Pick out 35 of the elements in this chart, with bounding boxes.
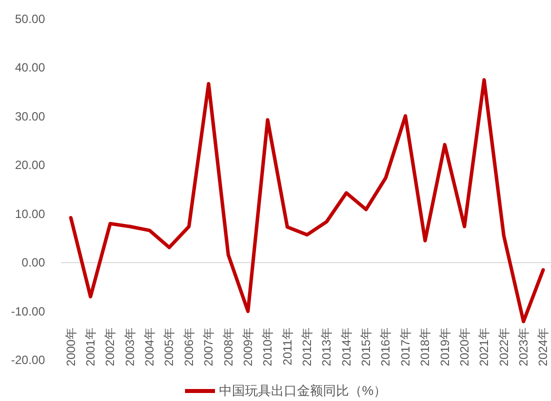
x-tick-label: 2000年 [64,328,78,366]
y-tick-label: 30.00 [14,109,46,124]
x-tick-label: 2006年 [182,328,196,366]
x-tick-label: 2016年 [378,328,393,366]
x-tick-label: 2008年 [221,328,236,366]
x-tick-label: 2001年 [84,328,98,366]
x-tick-label: 2020年 [457,328,472,366]
line-series [69,78,545,324]
x-tick-label: 2019年 [438,328,452,366]
x-tick-label: 2023年 [516,328,530,366]
x-tick-label: 2015年 [359,328,374,366]
x-tick-label: 2014年 [339,328,354,366]
x-tick-label: 2010年 [260,328,275,366]
y-tick-label: -10.00 [10,304,46,318]
x-tick-label: 2012年 [300,328,314,366]
y-tick-label: 20.00 [14,158,46,172]
x-tick-label: 2017年 [398,328,412,366]
legend-label: 中国玩具出口金额同比（%） [219,383,387,398]
x-tick-label: 2007年 [202,328,216,366]
x-tick-label: 2021年 [477,328,492,366]
y-tick-label: 0.00 [22,256,46,270]
x-tick-label: 2003年 [122,328,137,366]
x-tick-label: 2024年 [536,328,550,366]
x-tick-label: 2009年 [240,328,255,366]
x-tick-label: 2005年 [162,328,176,366]
y-tick-label: 50.00 [14,12,46,26]
x-tick-label: 2002年 [103,328,118,366]
x-tick-label: 2018年 [418,328,432,366]
x-tick-label: 2004年 [142,328,157,366]
x-tick-label: 2013年 [320,328,334,366]
y-tick-label: 10.00 [14,206,46,221]
x-tick-label: 2011年 [280,328,294,366]
y-tick-label: 40.00 [14,60,46,75]
y-tick-label: -20.00 [10,353,46,367]
x-tick-label: 2022年 [496,328,511,366]
